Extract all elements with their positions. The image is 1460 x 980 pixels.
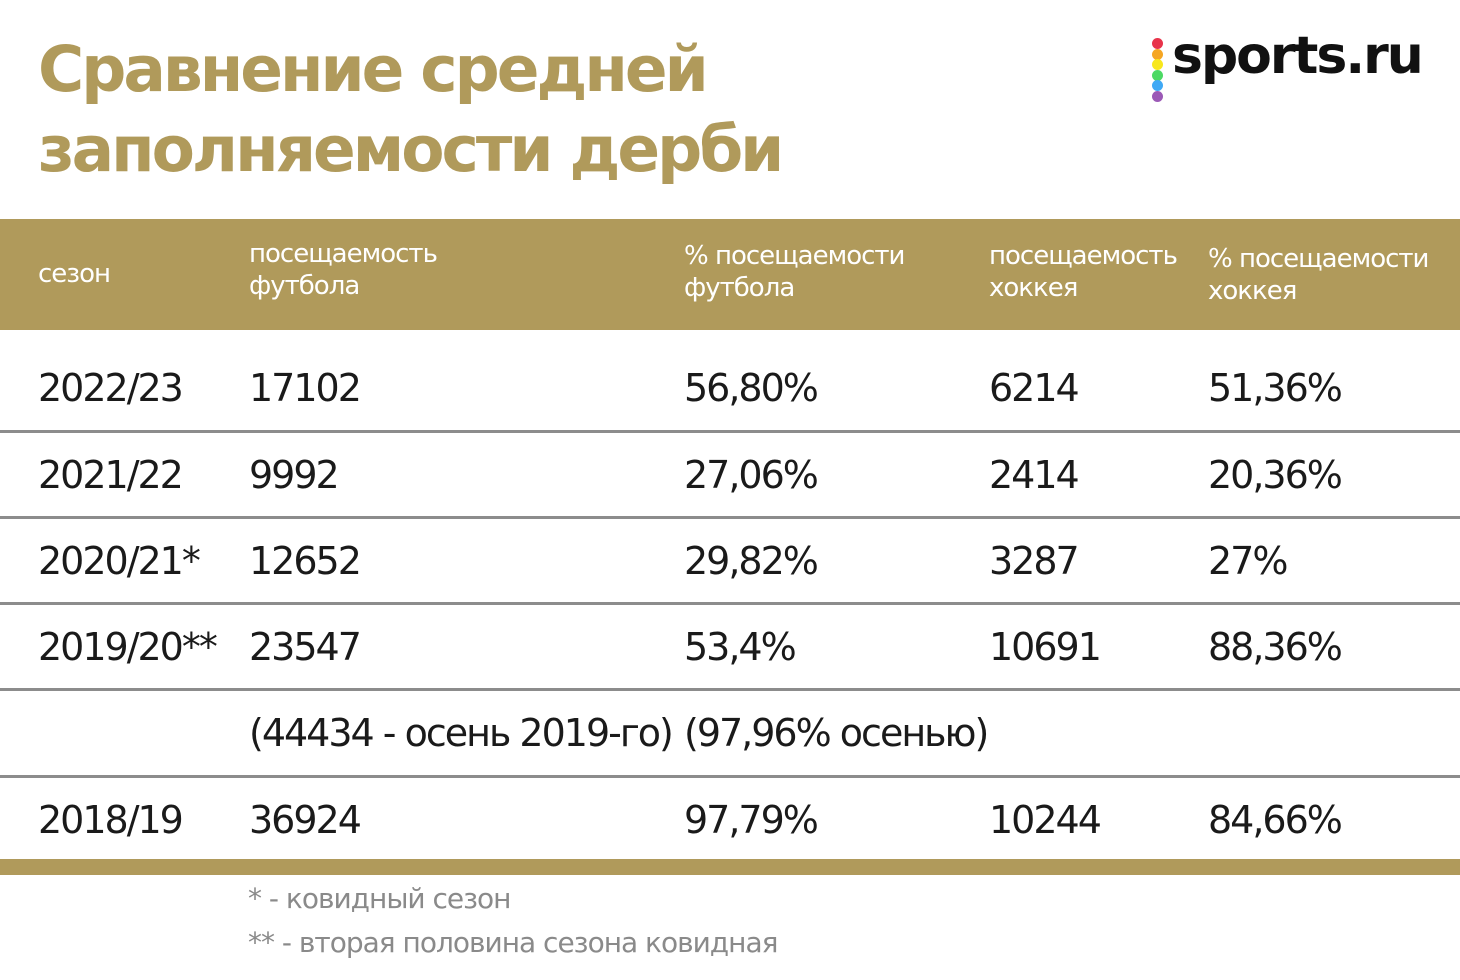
table-row: 2018/19 36924 97,79% 10244 84,66% xyxy=(0,777,1460,859)
table-cell: 29,82% xyxy=(684,539,819,583)
table-row: 2022/23 17102 56,80% 6214 51,36% xyxy=(0,345,1460,432)
logo-dot xyxy=(1152,80,1163,91)
logo-dot xyxy=(1152,69,1163,81)
row-divider xyxy=(0,775,1460,778)
header-cell-line: % посещаемости xyxy=(684,241,905,271)
table-cell: 3287 xyxy=(989,539,1080,583)
header-cell-line: хоккея xyxy=(1208,276,1297,306)
chart-title: Сравнение средней заполняемости дерби xyxy=(38,30,784,190)
table-bottom-bar xyxy=(0,859,1460,875)
table-cell: 23547 xyxy=(249,625,362,669)
table-cell: 53,4% xyxy=(684,625,797,669)
logo-dot xyxy=(1152,90,1163,102)
header-cell-line: посещаемость xyxy=(249,239,438,269)
title-line-1: Сравнение средней xyxy=(38,33,709,106)
table-cell: 2022/23 xyxy=(38,366,184,410)
table-cell: 2019/20** xyxy=(38,625,218,669)
header-cell-3: % посещаемости футбола xyxy=(684,240,905,304)
table-cell: 56,80% xyxy=(684,366,819,410)
header-cell-line: % посещаемости xyxy=(1208,244,1429,274)
logo-text: sports.ru xyxy=(1172,26,1424,86)
table-cell: 10691 xyxy=(989,625,1102,669)
table-cell: 51,36% xyxy=(1208,366,1343,410)
table-cell: (44434 - осень 2019-го) xyxy=(249,711,674,755)
table-cell: 36924 xyxy=(249,798,362,842)
title-line-2: заполняемости дерби xyxy=(38,113,784,186)
table-cell: 27% xyxy=(1208,539,1288,583)
row-divider xyxy=(0,516,1460,519)
header-cell-4: посещаемость хоккея xyxy=(989,240,1178,304)
header-cell-line: футбола xyxy=(249,271,360,301)
header-cell-line: футбола xyxy=(684,273,795,303)
table-row: 2019/20** 23547 53,4% 10691 88,36% xyxy=(0,604,1460,690)
footnote: ** - вторая половина сезона ковидная xyxy=(248,926,778,959)
row-divider xyxy=(0,602,1460,605)
table-cell: 97,79% xyxy=(684,798,819,842)
table-cell: 9992 xyxy=(249,453,340,497)
header-cell-5: % посещаемости хоккея xyxy=(1208,243,1429,307)
table-cell: (97,96% осенью) xyxy=(684,711,989,755)
table-cell: 88,36% xyxy=(1208,625,1343,669)
row-divider xyxy=(0,688,1460,691)
sports-ru-logo: sports.ru xyxy=(1148,26,1448,102)
table-cell: 17102 xyxy=(249,366,362,410)
header-cell-line: хоккея xyxy=(989,273,1078,303)
table-cell: 2021/22 xyxy=(38,453,184,497)
table-header: сезон посещаемость футбола% посещаемости фу… xyxy=(0,219,1460,330)
table-cell: 20,36% xyxy=(1208,453,1343,497)
table-cell: 2018/19 xyxy=(38,798,184,842)
header-cell-1: сезон xyxy=(38,258,111,290)
header-cell-line: посещаемость xyxy=(989,241,1178,271)
footnote: * - ковидный сезон xyxy=(248,882,511,915)
header-cell-line: сезон xyxy=(38,259,111,289)
logo-dots-icon xyxy=(1152,38,1164,102)
table-row: 2020/21* 12652 29,82% 3287 27% xyxy=(0,518,1460,604)
row-divider xyxy=(0,430,1460,433)
table-row: (44434 - осень 2019-го) (97,96% осенью) xyxy=(0,690,1460,777)
table-cell: 6214 xyxy=(989,366,1080,410)
table-cell: 2414 xyxy=(989,453,1080,497)
logo-dot xyxy=(1152,59,1163,70)
header-cell-2: посещаемость футбола xyxy=(249,238,438,302)
logo-dot xyxy=(1152,48,1163,60)
table-cell: 12652 xyxy=(249,539,362,583)
table-cell: 84,66% xyxy=(1208,798,1343,842)
table-row: 2021/22 9992 27,06% 2414 20,36% xyxy=(0,432,1460,518)
table-cell: 27,06% xyxy=(684,453,819,497)
table-cell: 2020/21* xyxy=(38,539,201,583)
logo-dot xyxy=(1152,38,1163,49)
table-cell: 10244 xyxy=(989,798,1102,842)
